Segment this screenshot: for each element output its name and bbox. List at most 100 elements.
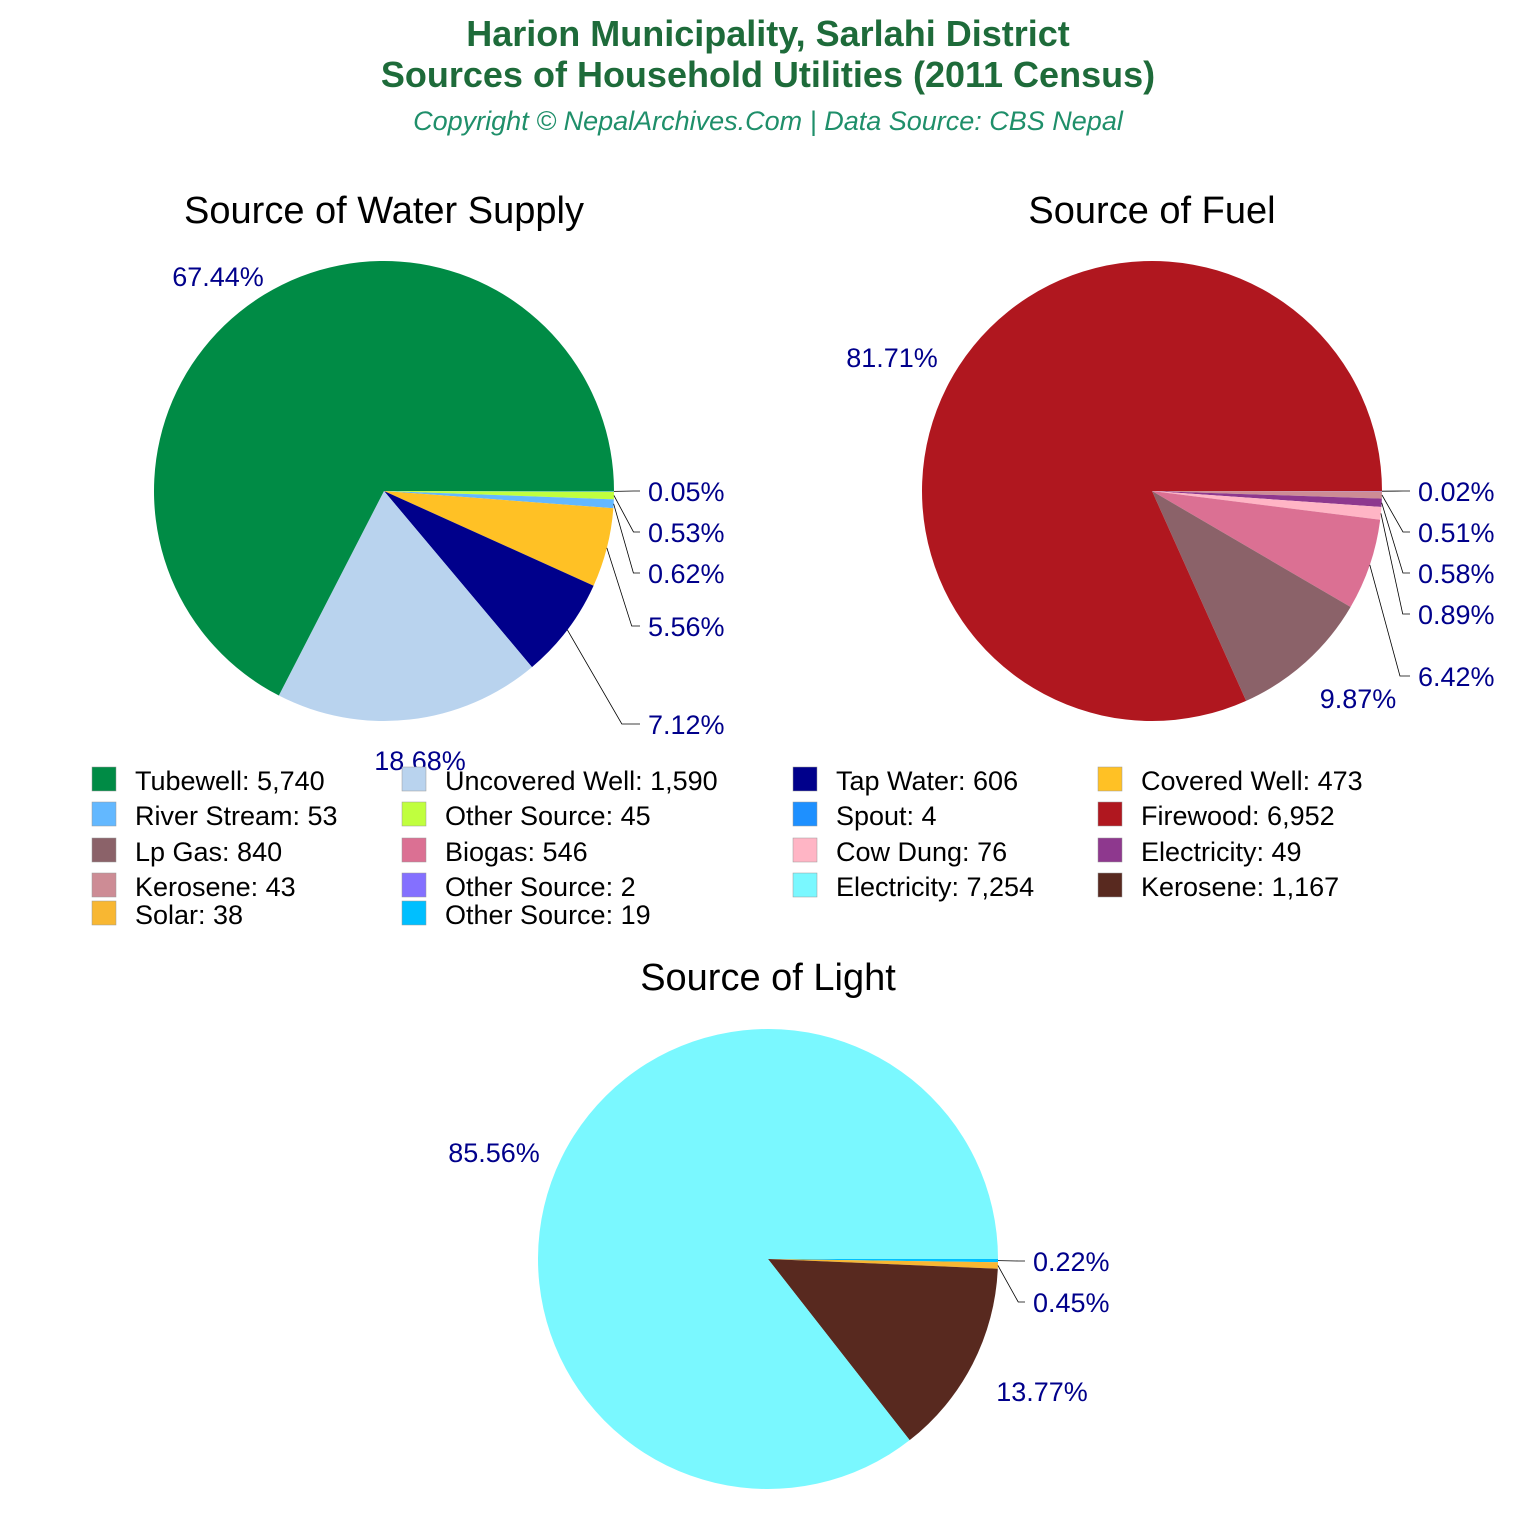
pie-slice-biogas [1152, 491, 1381, 608]
pie-slice-electricity [1152, 491, 1382, 507]
legend-swatch [91, 872, 117, 898]
pie-percent-label: 13.77% [996, 1377, 1088, 1407]
callout-line [567, 629, 640, 725]
water-pie-title: Source of Water Supply [184, 190, 584, 232]
legend-label: River Stream: 53 [135, 801, 338, 831]
pie-slice-firewood [922, 261, 1382, 721]
chart-title-line2: Sources of Household Utilities (2011 Cen… [381, 54, 1155, 95]
pie-percent-label: 7.12% [648, 710, 725, 740]
callout-line [606, 547, 640, 627]
legend-item: Solar: 38 [91, 900, 243, 930]
legend-item: Biogas: 546 [401, 837, 588, 867]
legend-label: Lp Gas: 840 [135, 837, 282, 867]
pie-percent-label: 0.51% [1418, 518, 1495, 548]
legend-label: Electricity: 7,254 [836, 872, 1034, 902]
legend-swatch [1097, 801, 1123, 827]
legend-item: Kerosene: 43 [91, 872, 296, 902]
callout-line [1369, 564, 1410, 677]
legend-swatch [792, 801, 818, 827]
pie-slice-electricity [538, 1029, 998, 1490]
pie-percent-label: 0.22% [1033, 1247, 1110, 1277]
fuel-pie-title: Source of Fuel [1028, 190, 1275, 232]
pie-0: 0.05%0.53%0.62%5.56%7.12%18.68%67.44% [154, 260, 725, 776]
pie-percent-label: 0.62% [648, 559, 725, 589]
chart-title-line1: Harion Municipality, Sarlahi District [466, 13, 1069, 54]
pie-percent-label: 0.02% [1418, 477, 1495, 507]
legend-item: Electricity: 49 [1097, 837, 1302, 867]
pie-slice-tap-water [384, 491, 594, 668]
pie-slice-tubewell [154, 260, 614, 696]
legend-item: Tap Water: 606 [792, 766, 1018, 796]
chart-subtitle: Copyright © NepalArchives.Com | Data Sou… [413, 106, 1124, 136]
pie-percent-label: 6.42% [1418, 662, 1495, 692]
pie-percent-label: 0.05% [648, 477, 725, 507]
legend-item: Covered Well: 473 [1097, 766, 1363, 796]
legend-item: Other Source: 2 [401, 872, 636, 902]
legend-swatch [91, 900, 117, 926]
legend-item: Other Source: 19 [401, 900, 651, 930]
legend-label: Solar: 38 [135, 900, 243, 930]
legend-swatch [792, 766, 818, 792]
pie-slice-other-source [384, 491, 614, 500]
callout-line [1381, 502, 1410, 574]
pie-slice-covered-well [384, 491, 614, 586]
pie-slice-river-stream [384, 491, 614, 509]
legend-label: Uncovered Well: 1,590 [445, 766, 718, 796]
legend-item: Cow Dung: 76 [792, 837, 1007, 867]
pie-percent-label: 0.58% [1418, 559, 1495, 589]
legend-item: River Stream: 53 [91, 801, 338, 831]
legend-swatch [792, 837, 818, 863]
legend-swatch [91, 766, 117, 792]
legend-label: Tubewell: 5,740 [135, 766, 325, 796]
pie-slice-kerosene [1152, 491, 1382, 499]
callout-line [1380, 513, 1410, 615]
legend-label: Electricity: 49 [1141, 837, 1302, 867]
legend-item: Firewood: 6,952 [1097, 801, 1335, 831]
legend-label: Kerosene: 1,167 [1141, 872, 1339, 902]
legend-item: Spout: 4 [792, 801, 937, 831]
callout-line [613, 503, 640, 574]
pie-slice-cow-dung [1152, 491, 1382, 520]
legend-label: Firewood: 6,952 [1141, 801, 1335, 831]
legend-label: Other Source: 2 [445, 872, 636, 902]
legend-item: Electricity: 7,254 [792, 872, 1034, 902]
pie-slice-solar [768, 1259, 998, 1269]
pie-percent-label: 0.53% [648, 518, 725, 548]
legend-swatch [401, 766, 427, 792]
legend-label: Tap Water: 606 [836, 766, 1018, 796]
legend-swatch [401, 837, 427, 863]
legend-label: Other Source: 45 [445, 801, 651, 831]
legend-swatch [1097, 837, 1123, 863]
legend-swatch [1097, 766, 1123, 792]
pie-slice-kerosene [768, 1259, 998, 1441]
pie-percent-label: 0.45% [1033, 1288, 1110, 1318]
pie-1: 0.02% 0.51% 0.58% 0.89% 6.42% 9.87% 81.71% [846, 261, 1495, 721]
legend-item: Other Source: 45 [401, 801, 651, 831]
legend-swatch [792, 872, 818, 898]
pie-2: 0.22% 0.45% 13.77% 85.56% [448, 1029, 1110, 1490]
pie-slice-uncovered-well [278, 491, 532, 721]
legend-label: Kerosene: 43 [135, 872, 296, 902]
legend-item: Lp Gas: 840 [91, 837, 282, 867]
legend-swatch [401, 900, 427, 926]
legend-item: Uncovered Well: 1,590 [401, 766, 718, 796]
callout-line [1381, 494, 1410, 533]
pie-percent-label: 81.71% [846, 343, 938, 373]
legend-label: Spout: 4 [836, 801, 937, 831]
legend-label: Biogas: 546 [445, 837, 588, 867]
pie-slice-spout [384, 491, 614, 492]
callout-line [613, 495, 640, 533]
legend-item: Tubewell: 5,740 [91, 766, 325, 796]
pie-percent-label: 9.87% [1320, 684, 1397, 714]
pie-percent-label: 5.56% [648, 612, 725, 642]
pie-slice-other-source [768, 1259, 998, 1263]
legend-label: Other Source: 19 [445, 900, 651, 930]
legend-swatch [401, 801, 427, 827]
pie-slice-lp-gas [1152, 491, 1351, 701]
legend-label: Covered Well: 473 [1141, 766, 1363, 796]
legend-item: Kerosene: 1,167 [1097, 872, 1339, 902]
legend-swatch [91, 837, 117, 863]
callout-line [997, 1265, 1025, 1303]
legend-swatch [1097, 872, 1123, 898]
